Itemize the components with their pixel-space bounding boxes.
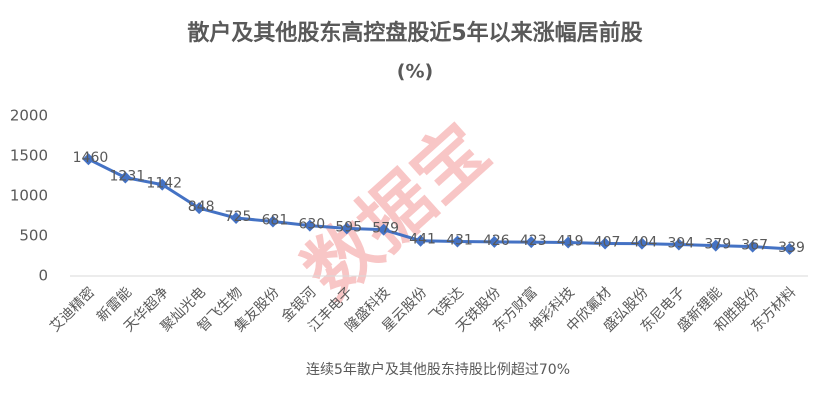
marker (230, 212, 243, 224)
marker (709, 239, 722, 252)
marker (599, 237, 612, 250)
data-label: 379 (704, 237, 731, 253)
marker (377, 223, 390, 236)
marker (303, 219, 316, 232)
y-tick-label: 1500 (10, 147, 48, 165)
marker (340, 222, 353, 235)
marker (266, 215, 279, 228)
watermark: 数据宝 (288, 107, 505, 314)
data-label: 423 (520, 233, 547, 249)
y-tick-label: 500 (19, 227, 48, 245)
x-axis-label: 连续5年散户及其他股东持股比例超过70% (306, 361, 570, 378)
marker (746, 240, 759, 253)
data-label: 431 (446, 233, 473, 249)
marker (414, 234, 427, 247)
marker (156, 178, 169, 191)
data-label: 579 (372, 221, 399, 237)
data-label: 426 (483, 233, 510, 249)
marker (672, 238, 685, 251)
data-label: 630 (298, 217, 325, 233)
data-label: 1460 (73, 150, 109, 166)
marker (635, 237, 648, 250)
marker (119, 171, 132, 184)
y-tick-label: 2000 (10, 107, 48, 125)
data-label: 419 (557, 233, 584, 249)
marker (783, 242, 796, 255)
data-label: 595 (335, 219, 362, 235)
data-label: 394 (667, 235, 694, 251)
data-label: 339 (778, 240, 805, 256)
x-tick-label: 艾迪精密 (46, 284, 98, 336)
marker (488, 235, 501, 248)
data-label: 407 (594, 234, 621, 250)
marker (451, 235, 464, 248)
chart-title: 散户及其他股东高控盘股近5年以来涨幅居前股 (187, 20, 642, 46)
data-label: 1142 (146, 176, 182, 192)
data-label: 404 (631, 235, 658, 251)
y-tick-label: 0 (38, 267, 48, 285)
data-label: 681 (262, 213, 289, 229)
marker (562, 236, 575, 249)
marker (525, 236, 538, 249)
chart-subtitle: (%) (397, 61, 433, 83)
marker (193, 202, 206, 215)
data-label: 725 (225, 209, 252, 225)
data-label: 367 (741, 238, 768, 254)
marker (82, 153, 95, 166)
data-label: 848 (188, 199, 215, 215)
data-label: 441 (409, 232, 436, 248)
data-label: 1231 (110, 169, 146, 185)
line (87, 157, 790, 251)
y-tick-label: 1000 (10, 187, 48, 205)
